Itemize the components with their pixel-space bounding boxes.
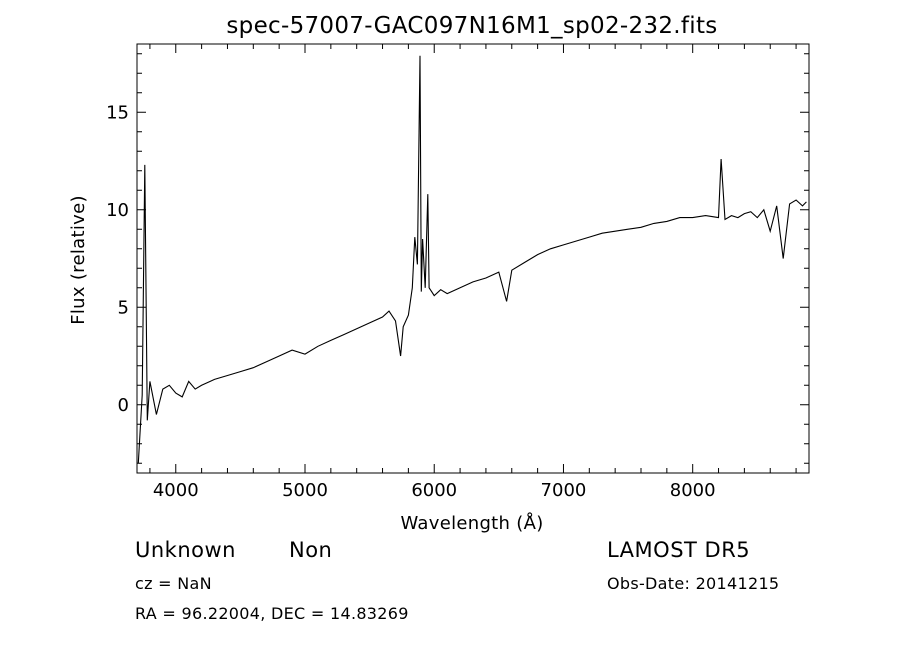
x-tick-label: 5000: [282, 480, 328, 501]
x-tick-label: 8000: [670, 480, 716, 501]
survey-label: LAMOST DR5: [607, 538, 751, 562]
coordinates-label: RA = 96.22004, DEC = 14.83269: [135, 604, 409, 623]
y-tick-label: 15: [106, 102, 129, 123]
x-tick-label: 4000: [153, 480, 199, 501]
y-axis-label: Flux (relative): [68, 195, 89, 325]
spectrum-line: [137, 55, 807, 464]
redshift-label: cz = NaN: [135, 574, 212, 593]
subclass-label: Non: [289, 538, 333, 562]
classification-label: Unknown: [135, 538, 236, 562]
tick-labels: 4000 5000 6000 7000 8000 0 5 10 15: [106, 102, 716, 501]
obs-date-label: Obs-Date: 20141215: [607, 574, 780, 593]
y-tick-label: 10: [106, 200, 129, 221]
chart-title: spec-57007-GAC097N16M1_sp02-232.fits: [226, 13, 717, 39]
y-tick-label: 0: [118, 395, 129, 416]
x-tick-label: 7000: [541, 480, 587, 501]
plot-frame: [136, 43, 810, 474]
axis-ticks: [137, 44, 809, 473]
x-axis-label: Wavelength (Å): [400, 512, 543, 534]
y-tick-label: 5: [118, 297, 129, 318]
x-tick-label: 6000: [411, 480, 457, 501]
